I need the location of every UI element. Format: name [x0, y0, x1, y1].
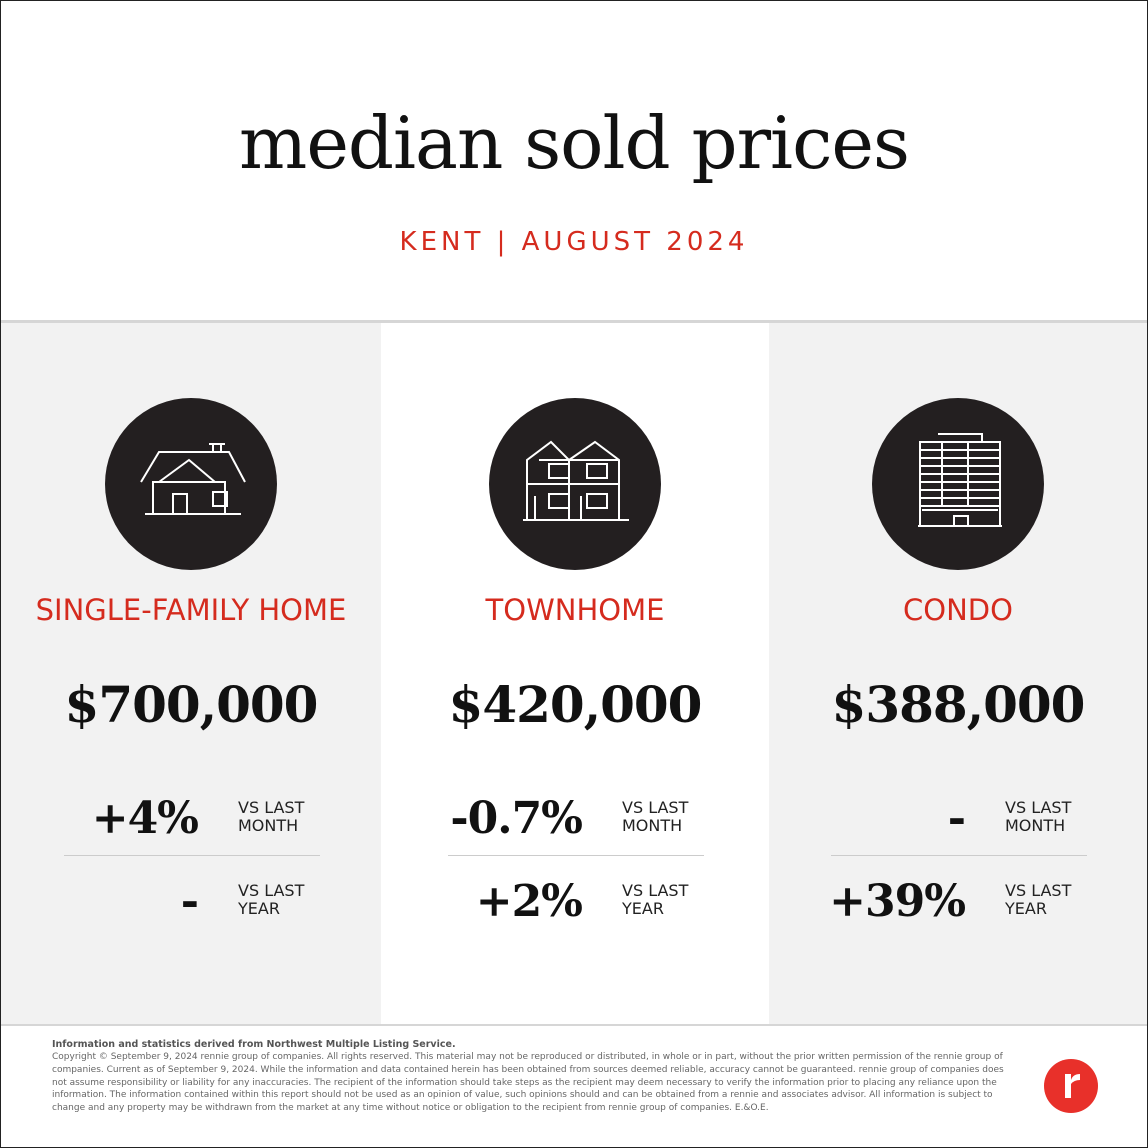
logo	[1044, 1059, 1098, 1113]
price: $420,000	[448, 675, 703, 734]
disclaimer: Copyright © September 9, 2024 rennie gro…	[52, 1052, 1004, 1114]
card-label: CONDO	[903, 593, 1013, 627]
divider	[1, 320, 1147, 323]
card-label: TOWNHOME	[485, 593, 665, 627]
change: -0.7%	[450, 793, 583, 844]
row-divider	[448, 855, 704, 856]
comparison-label: VS LAST MONTH	[622, 798, 689, 835]
price: $700,000	[64, 675, 319, 734]
title: median sold prices	[239, 101, 910, 185]
subtitle: KENT | AUGUST 2024	[399, 227, 749, 257]
source: Information and statistics derived from …	[52, 1039, 456, 1050]
comparison-label: VS LAST YEAR	[238, 881, 305, 918]
price: $388,000	[831, 675, 1086, 734]
change: +39%	[829, 876, 966, 927]
change: +2%	[475, 876, 583, 927]
change: +4%	[91, 793, 199, 844]
row-divider	[831, 855, 1087, 856]
comparison-label: VS LAST YEAR	[1005, 881, 1072, 918]
row-divider	[64, 855, 320, 856]
icon	[489, 398, 661, 570]
icon-glyph	[140, 443, 246, 515]
comparison-label: VS LAST YEAR	[622, 881, 689, 918]
icon	[872, 398, 1044, 570]
comparison-label: VS LAST MONTH	[238, 798, 305, 835]
icon-glyph	[918, 433, 1002, 527]
icon	[105, 398, 277, 570]
icon-glyph	[523, 440, 629, 521]
card: SINGLE-FAMILY HOME $700,000 +4% VS LAST MON…	[1, 323, 381, 1024]
divider	[1, 1024, 1147, 1026]
card-label: SINGLE-FAMILY HOME	[35, 593, 347, 627]
card: CONDO $388,000 - VS LAST MONTH +39% VS LAST Y…	[769, 323, 1147, 1024]
comparison-label: VS LAST MONTH	[1005, 798, 1072, 835]
change: -	[180, 876, 199, 927]
card: TOWNHOME $420,000 -0.7% VS LAST MONTH +2% VS …	[381, 323, 769, 1024]
change: -	[947, 793, 966, 844]
